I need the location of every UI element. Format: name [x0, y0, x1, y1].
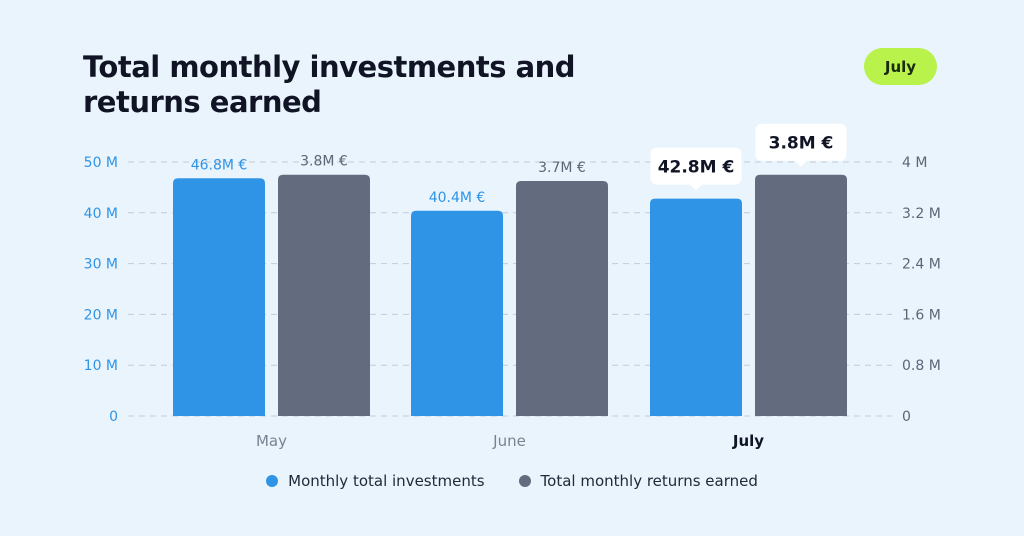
- left-axis-tick-label: 40 M: [84, 206, 118, 222]
- bar-series: [173, 174, 847, 416]
- legend: Monthly total investments Total monthly …: [0, 472, 1024, 490]
- data-label: 3.8M €: [300, 154, 348, 170]
- data-label: 3.7M €: [538, 160, 586, 176]
- right-axis-tick-label: 0: [902, 409, 911, 425]
- bar-investments-june: [411, 210, 503, 416]
- right-axis-tick-label: 3.2 M: [902, 206, 941, 222]
- legend-item-investments[interactable]: Monthly total investments: [266, 472, 485, 490]
- bar-investments-july: [650, 198, 742, 416]
- x-axis-label-june: June: [492, 432, 526, 450]
- left-axis-tick-label: 20 M: [84, 307, 118, 323]
- data-label: 42.8M €: [658, 158, 735, 178]
- x-axis-label-may: May: [256, 432, 287, 450]
- left-axis-tick-label: 50 M: [84, 155, 118, 171]
- bar-returns-july: [755, 174, 847, 416]
- left-axis-ticks: 0 10 M 20 M 30 M 40 M 50 M: [84, 155, 118, 425]
- right-axis-tick-label: 4 M: [902, 155, 927, 171]
- legend-returns-marker: [518, 475, 531, 487]
- right-axis-tick-label: 0.8 M: [902, 358, 941, 374]
- right-axis-tick-label: 1.6 M: [902, 307, 941, 323]
- data-label: 3.8M €: [769, 134, 834, 154]
- right-axis-ticks: 0 0.8 M 1.6 M 2.4 M 3.2 M 4 M: [902, 155, 941, 425]
- tooltip-box: [755, 123, 847, 161]
- legend-returns-label: Total monthly returns earned: [540, 472, 758, 490]
- left-axis-tick-label: 30 M: [84, 257, 118, 273]
- tooltip-pointer: [795, 160, 807, 167]
- chart-title: Total monthly investments and returns ea…: [83, 50, 576, 119]
- data-label-tooltip: 42.8M €: [650, 147, 742, 191]
- legend-investments-label: Monthly total investments: [288, 472, 485, 490]
- bar-investments-may: [173, 178, 265, 416]
- legend-item-returns[interactable]: Total monthly returns earned: [518, 472, 758, 490]
- left-axis-tick-label: 10 M: [84, 358, 118, 374]
- tooltip-box: [650, 147, 742, 185]
- data-label-tooltip: 3.8M €: [755, 123, 847, 167]
- bar-returns-may: [278, 174, 370, 416]
- data-label: 46.8M €: [191, 157, 248, 173]
- x-axis-label-july: July: [732, 432, 764, 450]
- data-label: 40.4M €: [429, 190, 486, 206]
- tooltip-pointer: [690, 184, 702, 191]
- bar-returns-june: [516, 181, 608, 416]
- month-selector-button[interactable]: July: [864, 48, 937, 85]
- right-axis-tick-label: 2.4 M: [902, 257, 941, 273]
- data-labels: 46.8M € 3.8M € 40.4M € 3.7M € 42.8M € 3.8M €: [191, 123, 847, 206]
- legend-investments-marker: [266, 475, 279, 487]
- left-axis-tick-label: 0: [109, 409, 118, 425]
- x-axis-labels: May June July: [256, 432, 764, 450]
